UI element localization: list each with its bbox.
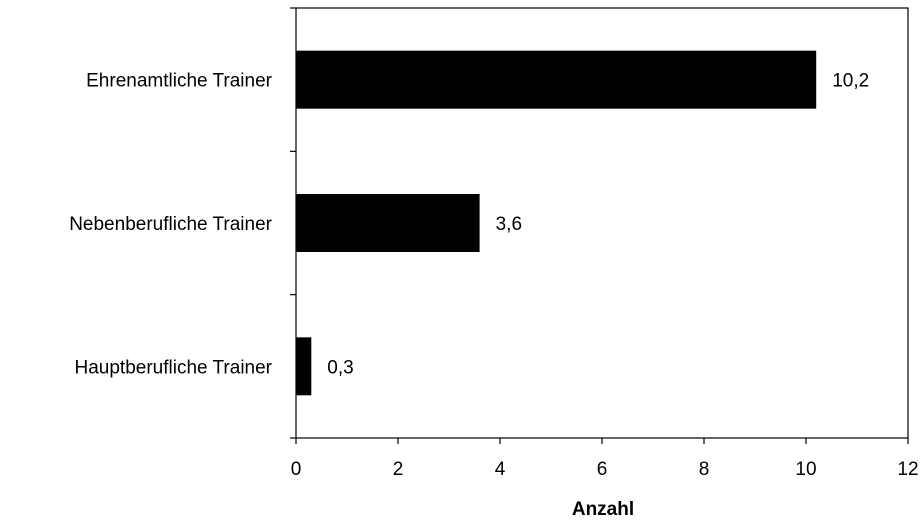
bar-2 — [296, 194, 480, 252]
value-labels: 10,2 3,6 0,3 — [327, 71, 869, 379]
value-label: 3,6 — [496, 214, 522, 235]
x-tick-label: 2 — [393, 459, 404, 480]
x-axis-ticks: 0 2 4 6 8 10 12 — [291, 438, 919, 480]
category-label: Ehrenamtliche Trainer — [86, 71, 273, 92]
value-label: 0,3 — [327, 357, 353, 378]
bar-1 — [296, 50, 817, 109]
category-label: Hauptberufliche Trainer — [75, 357, 273, 378]
bars-group — [296, 50, 817, 396]
bar-3 — [296, 337, 312, 396]
x-tick-label: 6 — [597, 459, 608, 480]
value-label: 10,2 — [832, 71, 869, 92]
x-tick-label: 10 — [795, 459, 816, 480]
x-tick-label: 8 — [699, 459, 710, 480]
category-labels: Ehrenamtliche Trainer Nebenberufliche Tra… — [69, 71, 272, 379]
x-tick-label: 0 — [291, 459, 302, 480]
x-tick-label: 12 — [897, 459, 918, 480]
x-tick-label: 4 — [495, 459, 506, 480]
x-axis-title: Anzahl — [572, 499, 634, 520]
category-label: Nebenberufliche Trainer — [69, 214, 272, 235]
